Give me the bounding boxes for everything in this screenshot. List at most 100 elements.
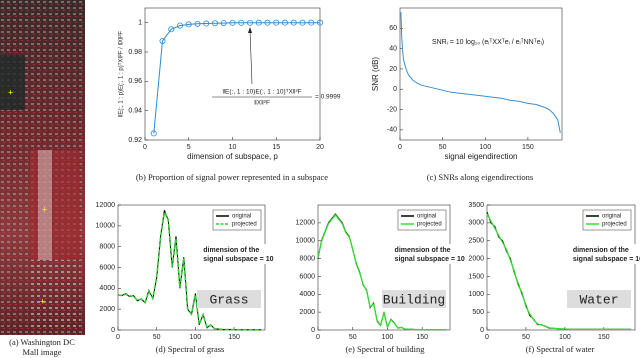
x-tick-label: 150 (416, 334, 428, 341)
marker: + (8, 87, 13, 97)
data-point (150, 130, 157, 137)
caption: (e) Spectral of building (345, 344, 425, 354)
x-tick-label: 0 (398, 144, 402, 151)
y-tick-label: 2000 (99, 306, 115, 313)
plot-frame (144, 7, 321, 141)
caption: (d) Spectral of grass (156, 344, 225, 354)
marker: + (42, 204, 47, 214)
legend-label: projected (417, 222, 442, 228)
label: Water (579, 292, 618, 307)
series-line (117, 209, 262, 331)
series-line (400, 12, 561, 133)
y-tick-label: 3000 (468, 220, 484, 227)
plot-frame (486, 204, 636, 331)
legend-label: original (602, 214, 621, 220)
data-point (194, 20, 201, 27)
y-tick-label: 6000 (299, 273, 315, 280)
data-point (229, 19, 236, 26)
annotation: signal subspace = 10 (573, 256, 640, 263)
y-tick-label: 2500 (468, 238, 484, 245)
x-axis-label: signal eigendirection (445, 152, 518, 161)
data-point (159, 38, 166, 45)
caption: (c) SNRs along eigendirections (427, 172, 533, 182)
legend-box (582, 209, 632, 231)
data-point (281, 19, 288, 26)
image-caption: Mall image (23, 347, 62, 357)
y-tick-label: 20 (389, 66, 397, 73)
legend-box (397, 209, 447, 231)
y-tick-label: 8000 (299, 255, 315, 262)
annotation-numerator: ‖E(:, 1 : 10)E(:, 1 : 10)ᵀX‖²F (222, 89, 301, 96)
annotation: signal subspace = 10 (395, 256, 465, 263)
y-tick-label: 4000 (299, 291, 315, 298)
data-point (168, 26, 175, 33)
x-tick-label: 150 (598, 334, 610, 341)
series-line (153, 22, 320, 134)
x-tick-label: 0 (143, 144, 147, 151)
x-tick-label: 100 (382, 334, 394, 341)
data-point (264, 19, 271, 26)
data-point (203, 20, 210, 27)
plot-frame (399, 7, 563, 141)
data-point (246, 19, 253, 26)
y-tick-label: 2000 (468, 255, 484, 262)
label-box (197, 290, 261, 308)
legend-label: projected (602, 222, 627, 228)
annotation-box (199, 244, 272, 264)
x-tick-label: 0 (316, 334, 320, 341)
label-box (382, 290, 446, 308)
data-point (255, 19, 262, 26)
legend-box (212, 209, 262, 231)
annotation: dimension of the (573, 247, 629, 254)
y-tick-label: 0.96 (128, 78, 142, 85)
annotation-box (390, 244, 463, 264)
x-tick-label: 15 (272, 144, 280, 151)
y-tick-label: 1 (138, 20, 142, 27)
y-tick-label: -40 (387, 127, 397, 134)
arrow (249, 29, 253, 85)
series-line (317, 213, 447, 331)
y-tick-label: 10000 (96, 223, 116, 230)
x-axis-label: dimension of subspace, p (187, 152, 278, 161)
y-tick-label: 1000 (468, 291, 484, 298)
y-tick-label: 2000 (299, 309, 315, 316)
legend-label: original (232, 214, 251, 220)
y-tick-label: 3500 (468, 202, 484, 209)
annotation-box (568, 244, 640, 264)
y-tick-label: 12000 (296, 220, 316, 227)
y-tick-label: 0 (311, 327, 315, 334)
caption: (b) Proportion of signal power represent… (136, 172, 328, 182)
y-tick-label: 60 (389, 25, 397, 32)
y-tick-label: 12000 (96, 202, 116, 209)
legend-label: original (417, 214, 436, 220)
annotation-denominator: ‖X‖²F (254, 100, 270, 107)
data-point (211, 20, 218, 27)
legend-label: projected (232, 222, 257, 228)
y-tick-label: -20 (387, 106, 397, 113)
y-tick-label: 0.94 (128, 108, 142, 115)
plot-frame (317, 204, 451, 331)
x-tick-label: 10 (229, 144, 237, 151)
arrow-head (248, 27, 252, 33)
x-tick-label: 50 (349, 334, 357, 341)
y-tick-label: 6000 (99, 264, 115, 271)
x-tick-label: 150 (522, 144, 534, 151)
data-point (176, 22, 183, 29)
x-tick-label: 100 (190, 334, 202, 341)
x-tick-label: 100 (559, 334, 571, 341)
x-tick-label: 50 (153, 334, 161, 341)
y-tick-label: 0.98 (128, 49, 142, 56)
annotation: signal subspace = 10 (203, 256, 273, 263)
y-tick-label: 0.92 (128, 137, 142, 144)
y-axis-label: ‖E(:, 1 : p)E(:, 1 : p)ᵀX‖²F / ‖X‖²F (118, 31, 125, 118)
satellite-image: + + + (0, 0, 85, 335)
y-tick-label: 0 (111, 327, 115, 334)
x-tick-label: 50 (522, 334, 530, 341)
x-tick-label: 0 (485, 334, 489, 341)
data-point (238, 19, 245, 26)
y-tick-label: 0 (480, 327, 484, 334)
x-tick-label: 20 (316, 144, 324, 151)
caption: (f) Spectral of water (526, 344, 595, 354)
x-tick-label: 50 (439, 144, 447, 151)
data-point (185, 21, 192, 28)
